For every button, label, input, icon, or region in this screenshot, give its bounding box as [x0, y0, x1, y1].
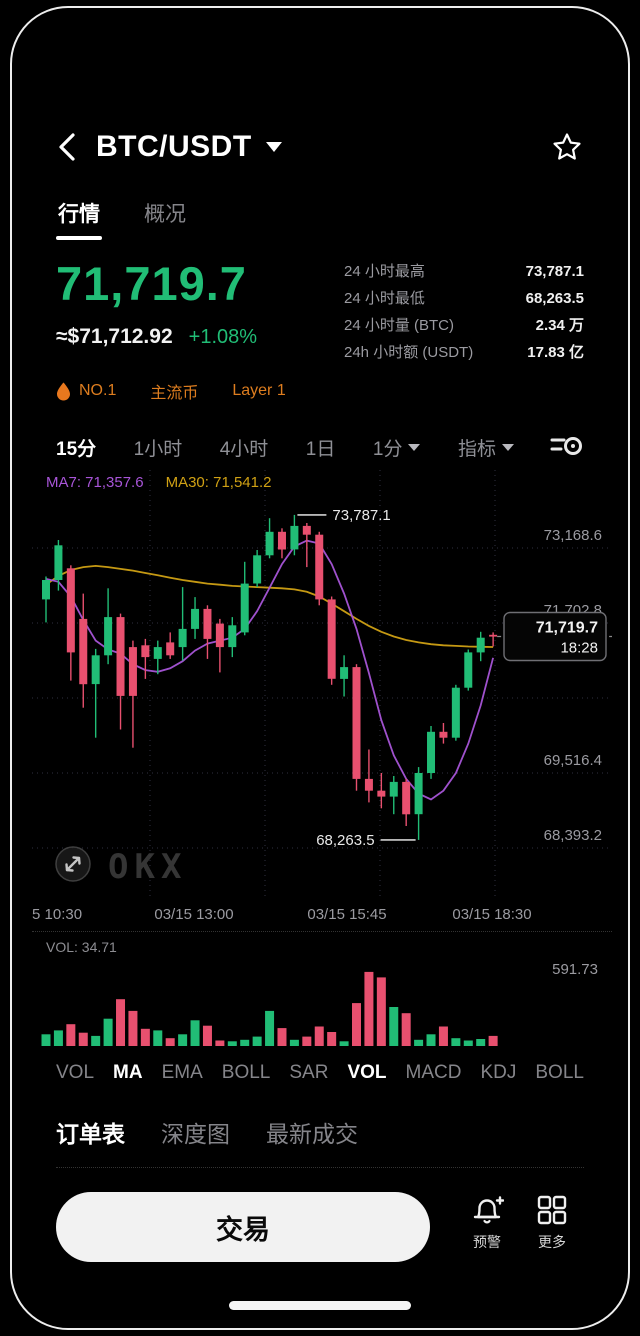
app-header: BTC/USDT — [56, 124, 584, 170]
svg-text:VOL: 34.71: VOL: 34.71 — [46, 939, 117, 955]
expand-chart-button[interactable] — [54, 845, 92, 888]
indicator-boll[interactable]: BOLL — [221, 1062, 271, 1083]
svg-text:73,787.1: 73,787.1 — [332, 507, 390, 524]
chart-settings-icon — [550, 436, 582, 455]
back-button[interactable] — [56, 130, 90, 164]
timeframe-more-dropdown[interactable]: 1分 — [373, 434, 421, 461]
indicator-ma[interactable]: MA — [113, 1062, 143, 1083]
indicator-vol-main[interactable]: VOL — [56, 1062, 95, 1083]
timeframe-1d[interactable]: 1日 — [305, 438, 336, 460]
flame-icon — [57, 382, 70, 400]
chart-watermark: OKX — [54, 845, 187, 888]
more-button[interactable]: 更多 — [536, 1194, 568, 1252]
timeframe-1h[interactable]: 1小时 — [133, 438, 183, 460]
price-block: 71,719.7 ≈$71,712.92 +1.08% — [56, 256, 257, 362]
candle-svg: 73,168.671,702.869,516.468,393.273,787.1… — [32, 470, 612, 900]
x-axis-label: 03/15 15:45 — [307, 906, 387, 923]
ma30-label: MA30: 71,541.2 — [165, 474, 272, 491]
stat-row-volume: 24 小时量 (BTC) 2.34 万 — [344, 317, 584, 334]
indicator-macd[interactable]: MACD — [405, 1062, 462, 1083]
x-axis-label: 5 10:30 — [32, 906, 83, 923]
indicator-sar[interactable]: SAR — [289, 1062, 329, 1083]
stat-row-high: 24 小时最高 73,787.1 — [344, 263, 584, 280]
trade-button[interactable]: 交易 — [56, 1192, 430, 1262]
svg-text:73,168.6: 73,168.6 — [544, 527, 602, 544]
stat-row-low: 24 小时最低 68,263.5 — [344, 290, 584, 307]
timeframe-row: 15分 1小时 4小时 1日 1分 指标 — [56, 430, 584, 464]
ma7-label: MA7: 71,357.6 — [46, 474, 144, 491]
chevron-down-icon — [265, 142, 282, 152]
orderbook-tabs: 订单表 深度图 最新成交 — [56, 1115, 584, 1168]
grid-more-icon — [537, 1195, 567, 1225]
active-tab-underline — [56, 236, 102, 240]
favorite-button[interactable] — [550, 130, 584, 164]
volume-svg: VOL: 34.71 591.73 — [41, 939, 598, 1046]
volume-chart[interactable]: VOL: 34.71 591.73 — [32, 934, 612, 1049]
timeframe-items: 15分 1小时 4小时 1日 1分 指标 — [56, 434, 550, 461]
fiat-price: ≈$71,712.92 — [56, 325, 173, 348]
app-screen: BTC/USDT 行情 概况 71,719.7 — [10, 6, 630, 1330]
tab-overview[interactable]: 概况 — [142, 198, 188, 240]
last-price: 71,719.7 — [56, 257, 247, 310]
svg-text:71,719.7: 71,719.7 — [536, 620, 598, 637]
svg-text:69,516.4: 69,516.4 — [544, 752, 602, 769]
indicator-tabs: VOL MA EMA BOLL SAR VOL MACD KDJ BOLL — [56, 1053, 584, 1093]
badges-row: NO.1 主流币 Layer 1 — [56, 378, 584, 404]
tab-order-book[interactable]: 订单表 — [56, 1121, 125, 1147]
timeframe-4h[interactable]: 4小时 — [219, 438, 269, 460]
expand-icon — [55, 846, 91, 882]
chevron-left-icon — [59, 133, 75, 161]
price-section: 71,719.7 ≈$71,712.92 +1.08% 24 小时最高 73,7… — [56, 256, 584, 362]
chart-settings-button[interactable] — [550, 432, 584, 463]
tab-overview-label: 概况 — [144, 203, 186, 226]
badge-layer1[interactable]: Layer 1 — [232, 382, 286, 399]
indicator-kdj[interactable]: KDJ — [480, 1062, 517, 1083]
svg-text:68,263.5: 68,263.5 — [316, 832, 374, 849]
chevron-down-icon — [408, 443, 421, 451]
x-axis-label: 03/15 13:00 — [154, 906, 234, 923]
stat-row-turnover: 24h 小时额 (USDT) 17.83 亿 — [344, 344, 584, 361]
home-indicator[interactable] — [229, 1301, 411, 1310]
alert-label: 预警 — [473, 1234, 501, 1250]
indicator-ema[interactable]: EMA — [161, 1062, 203, 1083]
ma-labels: MA7: 71,357.6 MA30: 71,541.2 — [46, 474, 272, 491]
indicator-dropdown[interactable]: 指标 — [458, 434, 514, 461]
badge-mainstream[interactable]: 主流币 — [150, 385, 199, 402]
bell-plus-icon — [473, 1196, 504, 1224]
x-axis: 5 10:30 03/15 13:00 03/15 15:45 03/15 18… — [32, 900, 612, 932]
svg-text:68,393.2: 68,393.2 — [544, 827, 602, 844]
badge-rank[interactable]: NO.1 — [56, 382, 116, 401]
pair-title: BTC/USDT — [96, 130, 252, 163]
star-icon — [553, 133, 581, 160]
tab-latest-trades[interactable]: 最新成交 — [266, 1121, 358, 1147]
stats-panel: 24 小时最高 73,787.1 24 小时最低 68,263.5 24 小时量… — [344, 260, 584, 362]
timeframe-15m[interactable]: 15分 — [56, 438, 97, 460]
tab-depth-chart[interactable]: 深度图 — [161, 1121, 230, 1147]
svg-text:18:28: 18:28 — [560, 640, 598, 657]
more-label: 更多 — [538, 1234, 566, 1250]
okx-logo: OKX — [108, 846, 188, 887]
footer-actions: 交易 预警 — [12, 1192, 628, 1262]
chevron-down-icon — [501, 443, 514, 451]
x-axis-label: 03/15 18:30 — [452, 906, 532, 923]
indicator-vol-sub[interactable]: VOL — [347, 1062, 387, 1083]
top-tabs: 行情 概况 — [56, 198, 584, 240]
pair-selector[interactable]: BTC/USDT — [96, 130, 550, 164]
price-subrow: ≈$71,712.92 +1.08% — [56, 325, 257, 349]
change-percent: +1.08% — [188, 326, 258, 348]
svg-text:591.73: 591.73 — [552, 961, 598, 978]
footer-icons: 预警 更多 — [430, 1192, 584, 1252]
tab-quotes-label: 行情 — [58, 203, 100, 226]
price-alert-button[interactable]: 预警 — [470, 1194, 504, 1252]
candlestick-chart[interactable]: 73,168.6 71,702.8 69,516.4 68,393.2 73,787.1… — [32, 470, 612, 900]
indicator-boll-2[interactable]: BOLL — [535, 1062, 584, 1083]
tab-quotes[interactable]: 行情 — [56, 198, 102, 240]
